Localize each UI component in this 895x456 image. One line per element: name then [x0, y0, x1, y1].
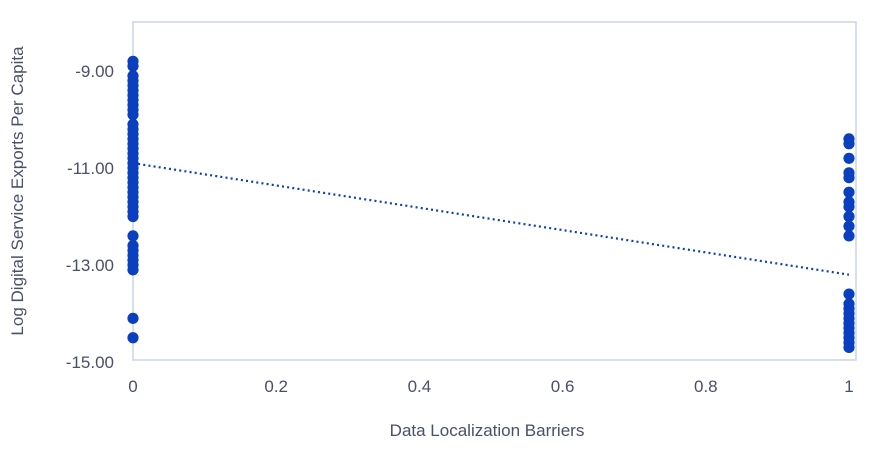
data-point — [127, 109, 139, 121]
y-tick-label: -15.00 — [66, 353, 114, 372]
data-point — [127, 230, 139, 242]
x-tick-label: 0.6 — [551, 377, 575, 396]
data-point — [843, 220, 855, 232]
y-tick-label: -13.00 — [66, 256, 114, 275]
data-point — [127, 264, 139, 276]
data-point — [843, 152, 855, 164]
x-axis-title: Data Localization Barriers — [390, 421, 585, 440]
data-point — [127, 210, 139, 223]
data-point — [127, 312, 139, 324]
data-point — [843, 230, 855, 242]
y-tick-label: -11.00 — [67, 159, 114, 178]
data-point — [843, 172, 855, 184]
data-point — [843, 201, 855, 213]
data-point — [843, 210, 855, 223]
x-axis-ticks: 0 0.2 0.4 0.6 0.8 1 — [128, 377, 853, 396]
trendline — [132, 162, 850, 276]
x-tick-label: 0.8 — [694, 377, 718, 396]
y-tick-label: -9.00 — [75, 62, 114, 81]
x-tick-label: 0.4 — [408, 377, 432, 396]
data-points — [127, 55, 855, 354]
data-point — [843, 341, 855, 354]
data-point — [843, 288, 855, 300]
data-point — [127, 60, 139, 72]
x-tick-label: 1 — [844, 377, 853, 396]
y-axis-ticks: -9.00 -11.00 -13.00 -15.00 — [66, 62, 114, 372]
y-axis-title: Log Digital Service Exports Per Capita — [8, 46, 27, 336]
x-tick-label: 0.2 — [264, 377, 288, 396]
x-tick-label: 0 — [128, 377, 137, 396]
data-point — [843, 186, 855, 198]
data-point — [843, 138, 855, 150]
plot-area — [132, 21, 857, 361]
data-point — [127, 332, 139, 344]
